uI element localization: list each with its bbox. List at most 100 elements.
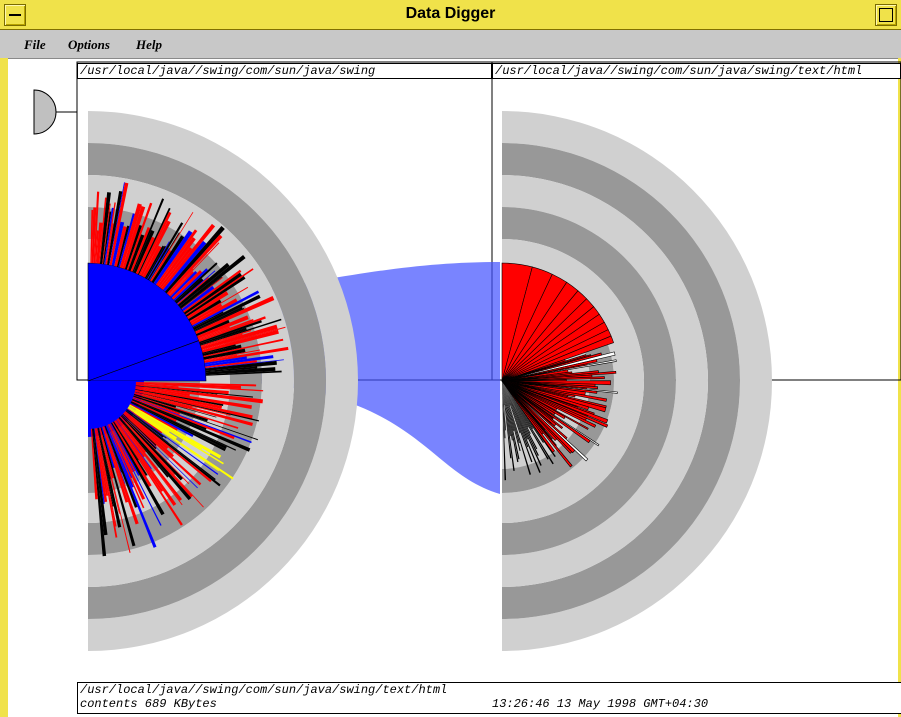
file-segment — [502, 381, 544, 443]
file-segment — [144, 245, 165, 279]
file-segment — [179, 254, 246, 309]
file-segment — [502, 381, 511, 436]
file-segment — [186, 291, 229, 320]
file-segment — [116, 225, 130, 268]
file-segment — [159, 247, 193, 289]
file-segment — [149, 232, 180, 281]
file-segment — [502, 381, 515, 432]
file-segment — [501, 335, 614, 382]
file-segment — [109, 182, 125, 265]
file-segment — [91, 207, 97, 264]
file-segment — [502, 381, 519, 463]
file-segment — [199, 327, 247, 345]
file-segment — [168, 242, 220, 296]
file-segment — [118, 213, 135, 268]
file-segment — [174, 262, 218, 302]
file-segment — [501, 380, 558, 441]
file-segment — [200, 333, 243, 348]
file-segment — [171, 270, 203, 300]
menu-bar: File Options Help — [0, 30, 901, 59]
maximize-button[interactable] — [875, 4, 897, 26]
file-segment — [501, 380, 573, 468]
file-segment — [203, 338, 284, 358]
file-segment — [502, 381, 541, 473]
file-segment — [502, 381, 505, 406]
file-segment — [502, 381, 533, 463]
file-segment — [205, 367, 276, 375]
file-segment — [192, 290, 260, 327]
file-segment — [192, 311, 224, 328]
file-segment — [104, 207, 114, 265]
file-segment — [501, 380, 576, 454]
right-path-field[interactable]: /usr/local/java//swing/com/sun/java/swin… — [492, 63, 901, 79]
file-segment — [176, 270, 216, 304]
file-segment — [169, 271, 194, 297]
file-segment — [200, 318, 282, 346]
file-segment — [111, 221, 125, 266]
file-segment — [140, 220, 171, 277]
menu-file[interactable]: File — [24, 37, 46, 52]
file-segment — [156, 229, 198, 286]
file-segment — [161, 223, 216, 290]
file-segment — [135, 236, 155, 275]
ring-band — [88, 143, 326, 619]
menu-help[interactable]: Help — [136, 37, 162, 52]
file-segment — [184, 272, 242, 315]
file-segment — [170, 270, 198, 298]
file-segment — [502, 381, 506, 439]
file-segment — [502, 381, 549, 460]
file-segment — [201, 324, 278, 350]
file-segment — [502, 381, 554, 465]
file-segment — [173, 268, 208, 301]
directory-segment — [88, 381, 136, 429]
file-segment — [502, 381, 521, 452]
title-bar[interactable]: Data Digger — [0, 0, 901, 30]
window-frame-right — [898, 58, 901, 717]
menu-options[interactable]: Options — [68, 37, 110, 52]
file-segment — [205, 359, 284, 369]
file-segment — [501, 376, 605, 382]
file-segment — [202, 344, 236, 354]
file-segment — [204, 346, 289, 363]
file-segment — [198, 319, 254, 341]
file-segment — [138, 211, 172, 276]
status-contents: contents 689 KBytes — [80, 697, 217, 711]
file-segment — [193, 294, 261, 330]
file-segment — [204, 355, 274, 367]
file-segment — [502, 381, 511, 406]
file-segment — [122, 206, 146, 269]
file-segment — [177, 262, 230, 307]
file-segment — [150, 250, 172, 282]
file-segment — [502, 381, 507, 481]
file-segment — [200, 329, 252, 347]
collapse-handle-icon[interactable] — [33, 89, 57, 135]
file-segment — [501, 370, 617, 382]
ring-band — [88, 111, 358, 651]
file-segment — [177, 277, 210, 305]
file-segment — [105, 202, 116, 265]
file-segment — [109, 182, 129, 266]
file-segment — [502, 381, 515, 471]
window-menu-button[interactable] — [4, 4, 26, 26]
window-frame-left — [0, 58, 8, 717]
file-segment — [150, 211, 194, 281]
left-sunburst[interactable] — [87, 111, 358, 651]
file-segment — [502, 381, 520, 444]
file-segment — [146, 245, 166, 279]
file-segment — [205, 370, 282, 376]
status-bar: /usr/local/java//swing/com/sun/java/swin… — [77, 682, 901, 714]
left-path-field[interactable]: /usr/local/java//swing/com/sun/java/swin… — [77, 63, 492, 79]
file-segment — [106, 223, 114, 265]
status-path: /usr/local/java//swing/com/sun/java/swin… — [80, 683, 448, 697]
file-segment — [201, 326, 286, 351]
file-segment — [124, 225, 142, 270]
file-segment — [501, 359, 617, 382]
file-segment — [151, 235, 185, 283]
file-segment — [183, 269, 242, 313]
file-segment — [99, 192, 111, 264]
right-sunburst[interactable] — [501, 111, 772, 651]
file-segment — [502, 381, 539, 456]
file-segment — [90, 209, 94, 264]
